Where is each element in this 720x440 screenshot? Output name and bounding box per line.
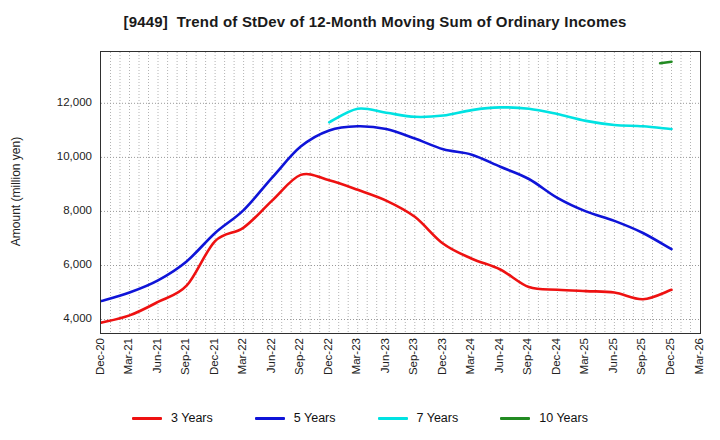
x-tick-label: Dec-25 [664,338,677,392]
y-tick-label: 12,000 [36,96,92,109]
x-tick-label: Dec-24 [550,338,563,392]
y-tick-label: 8,000 [36,204,92,217]
x-tick-label: Sep-22 [293,338,306,392]
x-tick-label: Jun-22 [265,338,278,392]
legend-item-3-years: 3 Years [132,411,213,425]
x-tick-label: Dec-23 [436,338,449,392]
series-line-10-years [660,62,671,64]
legend-line-swatch-10-years [500,417,530,420]
x-tick-label: Mar-24 [464,338,477,392]
y-tick-label: 6,000 [36,258,92,271]
x-tick-label: Sep-21 [179,338,192,392]
y-tick-label: 4,000 [36,312,92,325]
x-tick-label: Mar-25 [578,338,591,392]
x-tick-label: Sep-23 [407,338,420,392]
legend-item-7-years: 7 Years [378,411,459,425]
chart-title: [9449] Trend of StDev of 12-Month Moving… [30,13,720,30]
x-tick-label: Mar-23 [350,338,363,392]
x-tick-label: Mar-22 [236,338,249,392]
chart-svg [101,52,700,333]
legend: 3 Years 5 Years 7 Years 10 Years [0,407,720,429]
legend-line-swatch-5-years [255,417,285,420]
legend-label-5-years: 5 Years [294,411,336,425]
legend-line-swatch-7-years [378,417,408,420]
legend-label-3-years: 3 Years [171,411,213,425]
x-tick-label: Dec-20 [94,338,107,392]
x-tick-label: Jun-21 [151,338,164,392]
legend-label-10-years: 10 Years [539,411,588,425]
legend-label-7-years: 7 Years [417,411,459,425]
x-tick-label: Jun-25 [607,338,620,392]
x-tick-label: Sep-24 [521,338,534,392]
x-tick-label: Jun-23 [379,338,392,392]
x-tick-label: Dec-21 [208,338,221,392]
legend-item-5-years: 5 Years [255,411,336,425]
x-tick-label: Mar-26 [693,338,706,392]
plot-area [100,51,701,334]
y-axis-label: Amount (million yen) [9,51,24,332]
legend-line-swatch-3-years [132,417,162,420]
x-tick-label: Sep-25 [635,338,648,392]
legend-item-10-years: 10 Years [500,411,588,425]
x-tick-label: Mar-21 [122,338,135,392]
y-tick-label: 10,000 [36,150,92,163]
x-tick-label: Jun-24 [493,338,506,392]
x-tick-label: Dec-22 [322,338,335,392]
